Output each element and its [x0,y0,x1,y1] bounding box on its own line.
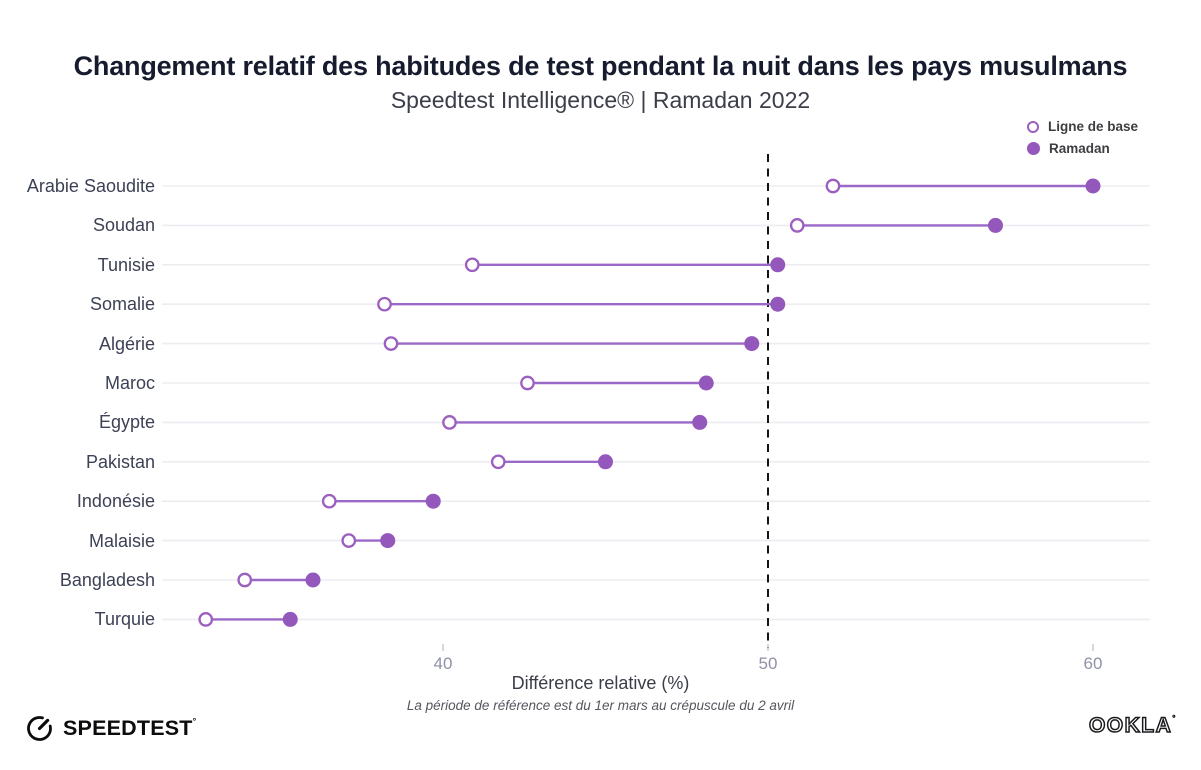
ramadan-point [598,454,613,470]
chart-legend: Ligne de base Ramadan [1026,117,1138,158]
baseline-point [520,375,535,391]
baseline-point [442,415,457,430]
ramadan-point [698,375,714,391]
category-label: Somalie [89,294,155,315]
speedtest-logo: SPEEDTEST° [24,712,196,744]
page-title: Changement relatif des habitudes de test… [73,51,1128,81]
category-label: Malaisie [88,530,155,551]
legend-item-baseline: Ligne de base [1026,117,1138,136]
baseline-point [789,218,805,233]
speedtest-trademark: ° [192,715,197,726]
baseline-open-circle-icon [1026,120,1039,133]
category-label: Bangladesh [59,570,155,590]
baseline-point [383,336,399,351]
ramadan-point [770,257,786,273]
ramadan-point [692,414,708,430]
category-label: Tunisie [97,254,155,275]
ookla-wordmark: OOKLA [1088,713,1173,738]
ramadan-point [1085,178,1101,194]
x-tick-label: 60 [1084,654,1103,673]
ramadan-point [305,572,321,588]
ramadan-point [380,533,396,549]
category-label: Turquie [94,609,155,630]
category-label: Pakistan [85,451,155,472]
speedtest-gauge-icon [27,716,52,741]
category-label: Égypte [98,412,155,433]
ramadan-point [770,296,786,312]
x-axis-label: Différence relative (%) [511,673,690,693]
ramadan-point [988,217,1003,233]
baseline-point [490,454,506,470]
baseline-point [237,572,253,588]
ookla-trademark: ° [1172,714,1177,724]
ookla-logo: OOKLA° [1088,713,1177,738]
category-label: Maroc [104,373,155,393]
baseline-point [321,493,337,509]
legend-ramadan-label: Ramadan [1048,141,1110,156]
category-label: Soudan [92,215,155,236]
legend-baseline-label: Ligne de base [1047,119,1138,134]
x-tick-label: 50 [759,654,778,673]
ramadan-point [282,611,298,627]
x-tick-label: 40 [434,654,453,673]
category-label: Algérie [98,333,155,354]
baseline-point [825,178,841,194]
baseline-point [464,257,480,273]
speedtest-wordmark: SPEEDTEST [63,715,193,740]
baseline-point [377,296,392,312]
baseline-point [341,533,357,548]
category-label: Indonésie [76,491,155,512]
baseline-point [198,612,214,627]
legend-item-ramadan: Ramadan [1026,139,1110,158]
chart-caption: La période de référence est du 1er mars … [406,698,795,713]
ramadan-point [425,493,441,509]
ramadan-point [744,336,760,352]
ramadan-filled-circle-icon [1026,142,1040,155]
category-label: Arabie Saoudite [26,176,155,196]
page-subtitle: Speedtest Intelligence® | Ramadan 2022 [390,87,811,113]
